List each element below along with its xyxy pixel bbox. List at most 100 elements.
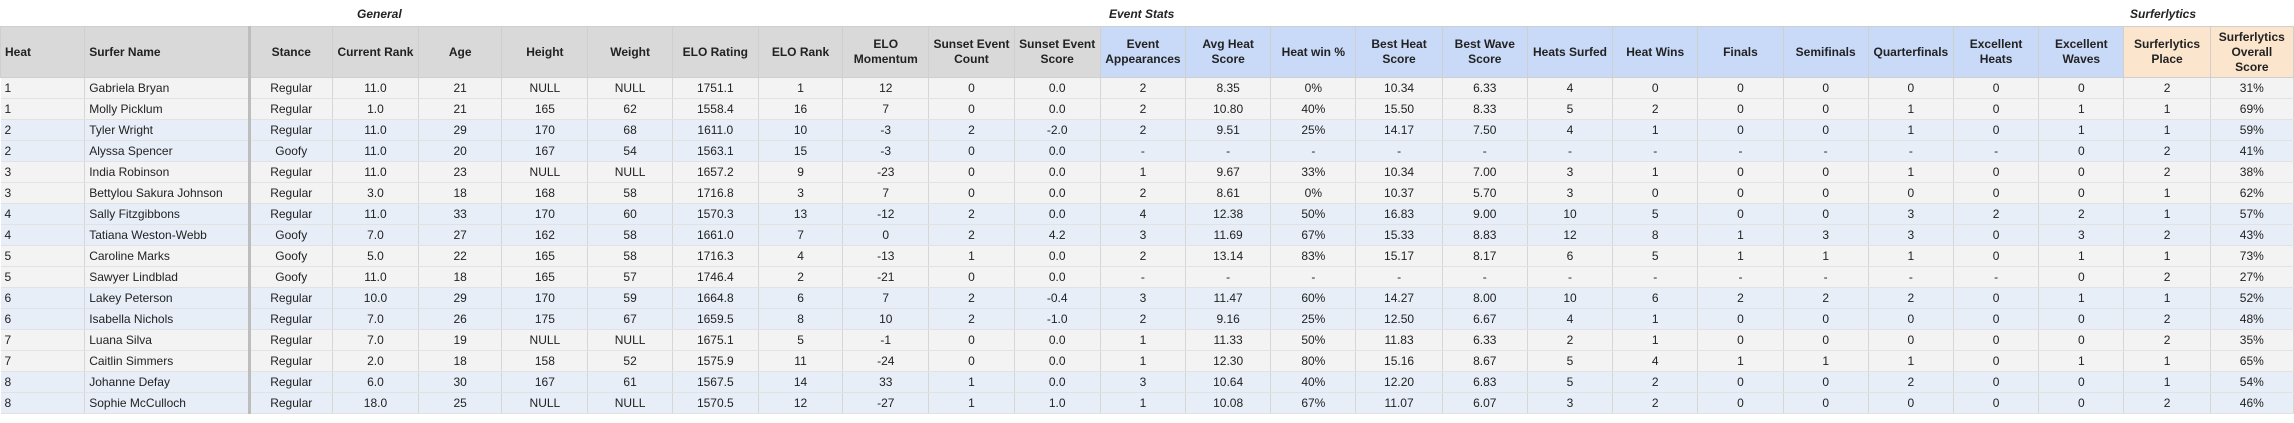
table-cell[interactable]: 7.00 xyxy=(1442,161,1528,183)
table-cell[interactable]: 14 xyxy=(758,371,844,393)
table-cell[interactable]: 6 xyxy=(0,308,86,330)
table-row[interactable]: 2 Tyler Wright Regular 11.0 29 170 68 1611.0 10-… xyxy=(0,119,2294,141)
table-cell[interactable]: -24 xyxy=(842,350,930,372)
table-cell[interactable]: 11.0 xyxy=(332,266,420,288)
table-cell[interactable]: 9.00 xyxy=(1442,203,1528,225)
table-cell[interactable]: 1 xyxy=(928,371,1015,393)
table-cell[interactable]: 6.0 xyxy=(332,371,420,393)
column-header-semifinals[interactable]: Semifinals xyxy=(1782,26,1869,78)
table-cell[interactable]: 0.0 xyxy=(1014,329,1101,351)
table-cell[interactable]: 0 xyxy=(1783,392,1869,414)
table-cell[interactable]: 1575.9 xyxy=(672,350,759,372)
table-cell[interactable]: 1 xyxy=(1100,329,1187,351)
table-cell[interactable]: 0 xyxy=(1697,182,1784,204)
table-cell[interactable]: 9.16 xyxy=(1185,308,1272,330)
table-cell[interactable]: 1 xyxy=(1868,98,1954,120)
table-cell[interactable]: Goofy xyxy=(247,140,333,162)
table-cell[interactable]: - xyxy=(1868,266,1954,288)
table-cell[interactable]: 0 xyxy=(1697,119,1784,141)
table-cell[interactable]: 2 xyxy=(928,203,1015,225)
table-cell[interactable]: 3 xyxy=(1100,287,1187,309)
table-cell[interactable]: Regular xyxy=(247,287,333,309)
table-cell[interactable]: 6.33 xyxy=(1442,77,1528,99)
table-cell[interactable]: 3 xyxy=(1783,224,1869,246)
table-cell[interactable]: 10 xyxy=(842,308,930,330)
table-cell[interactable]: 14.27 xyxy=(1355,287,1443,309)
table-row[interactable]: 1 Molly Picklum Regular 1.0 21 165 62 1558.4 16 7… xyxy=(0,98,2294,120)
table-cell[interactable]: - xyxy=(1185,140,1272,162)
table-cell[interactable]: NULL xyxy=(587,329,673,351)
table-cell[interactable]: 12 xyxy=(758,392,844,414)
table-cell[interactable]: 4 xyxy=(1100,203,1187,225)
table-cell[interactable]: 3 xyxy=(1868,203,1954,225)
table-cell[interactable]: 25% xyxy=(1270,119,1357,141)
column-header-height[interactable]: Height xyxy=(501,26,589,78)
table-cell[interactable]: - xyxy=(1612,266,1699,288)
table-cell[interactable]: 11.33 xyxy=(1185,329,1272,351)
table-cell[interactable]: 2 xyxy=(1953,203,2040,225)
table-cell[interactable]: Regular xyxy=(247,350,333,372)
table-cell[interactable]: 38% xyxy=(2210,161,2294,183)
table-row[interactable]: 4 Sally Fitzgibbons Regular 11.0 33 170 60 1570… xyxy=(0,203,2294,225)
table-cell[interactable]: 2 xyxy=(1100,245,1187,267)
table-cell[interactable]: 1661.0 xyxy=(672,224,759,246)
column-header-surfer-name[interactable]: Surfer Name xyxy=(84,26,250,78)
table-cell[interactable]: India Robinson xyxy=(84,161,250,183)
table-cell[interactable]: NULL xyxy=(501,161,589,183)
table-cell[interactable]: 20 xyxy=(418,140,503,162)
table-cell[interactable]: 11 xyxy=(758,350,844,372)
table-cell[interactable]: 1716.3 xyxy=(672,245,759,267)
table-cell[interactable]: Regular xyxy=(247,308,333,330)
table-cell[interactable]: 1 xyxy=(2123,287,2211,309)
table-cell[interactable]: 12.38 xyxy=(1185,203,1272,225)
table-cell[interactable]: 10.80 xyxy=(1185,98,1272,120)
table-cell[interactable]: 0.0 xyxy=(1014,98,1101,120)
table-cell[interactable]: 52 xyxy=(587,350,673,372)
table-cell[interactable]: 1716.8 xyxy=(672,182,759,204)
table-cell[interactable]: 11.0 xyxy=(332,140,420,162)
table-cell[interactable]: 2 xyxy=(2123,224,2211,246)
table-cell[interactable]: 2 xyxy=(1100,182,1187,204)
table-cell[interactable]: 10 xyxy=(1527,203,1614,225)
table-cell[interactable]: 1675.1 xyxy=(672,329,759,351)
table-cell[interactable]: 80% xyxy=(1270,350,1357,372)
table-cell[interactable]: 62 xyxy=(587,98,673,120)
table-cell[interactable]: 165 xyxy=(501,245,589,267)
table-cell[interactable]: 7.0 xyxy=(332,308,420,330)
table-cell[interactable]: NULL xyxy=(587,392,673,414)
table-cell[interactable]: 4 xyxy=(0,203,86,225)
table-cell[interactable]: 25% xyxy=(1270,308,1357,330)
table-cell[interactable]: 8.83 xyxy=(1442,224,1528,246)
table-cell[interactable]: 6 xyxy=(1612,287,1699,309)
table-cell[interactable]: 1567.5 xyxy=(672,371,759,393)
column-header-heat[interactable]: Heat xyxy=(0,26,86,78)
table-cell[interactable]: 2 xyxy=(1100,119,1187,141)
table-cell[interactable]: - xyxy=(1527,266,1614,288)
table-cell[interactable]: 23 xyxy=(418,161,503,183)
table-cell[interactable]: 7 xyxy=(842,287,930,309)
table-cell[interactable]: 1611.0 xyxy=(672,119,759,141)
table-cell[interactable]: 0 xyxy=(1783,308,1869,330)
table-cell[interactable]: 0 xyxy=(1697,371,1784,393)
table-cell[interactable]: -3 xyxy=(842,119,930,141)
table-cell[interactable]: 27% xyxy=(2210,266,2294,288)
table-cell[interactable]: - xyxy=(1355,140,1443,162)
table-cell[interactable]: -3 xyxy=(842,140,930,162)
column-header-finals[interactable]: Finals xyxy=(1697,26,1784,78)
table-cell[interactable]: - xyxy=(1953,266,2040,288)
column-header-current-rank[interactable]: Current Rank xyxy=(331,26,420,78)
table-cell[interactable]: 33% xyxy=(1270,161,1357,183)
table-cell[interactable]: 0 xyxy=(1697,161,1784,183)
table-cell[interactable]: 0 xyxy=(1953,392,2040,414)
table-cell[interactable]: 7 xyxy=(758,224,844,246)
table-cell[interactable]: 0 xyxy=(2038,329,2125,351)
table-cell[interactable]: 0 xyxy=(1953,287,2040,309)
table-cell[interactable]: -1.0 xyxy=(1014,308,1101,330)
table-cell[interactable]: 59 xyxy=(587,287,673,309)
column-header-excellent-heats[interactable]: Excellent Heats xyxy=(1952,26,2040,78)
column-header-sunset-event-count[interactable]: Sunset Event Count xyxy=(928,26,1015,78)
table-cell[interactable]: 0 xyxy=(2038,161,2125,183)
table-cell[interactable]: 10 xyxy=(1527,287,1614,309)
table-cell[interactable]: -1 xyxy=(842,329,930,351)
table-cell[interactable]: 69% xyxy=(2210,98,2294,120)
